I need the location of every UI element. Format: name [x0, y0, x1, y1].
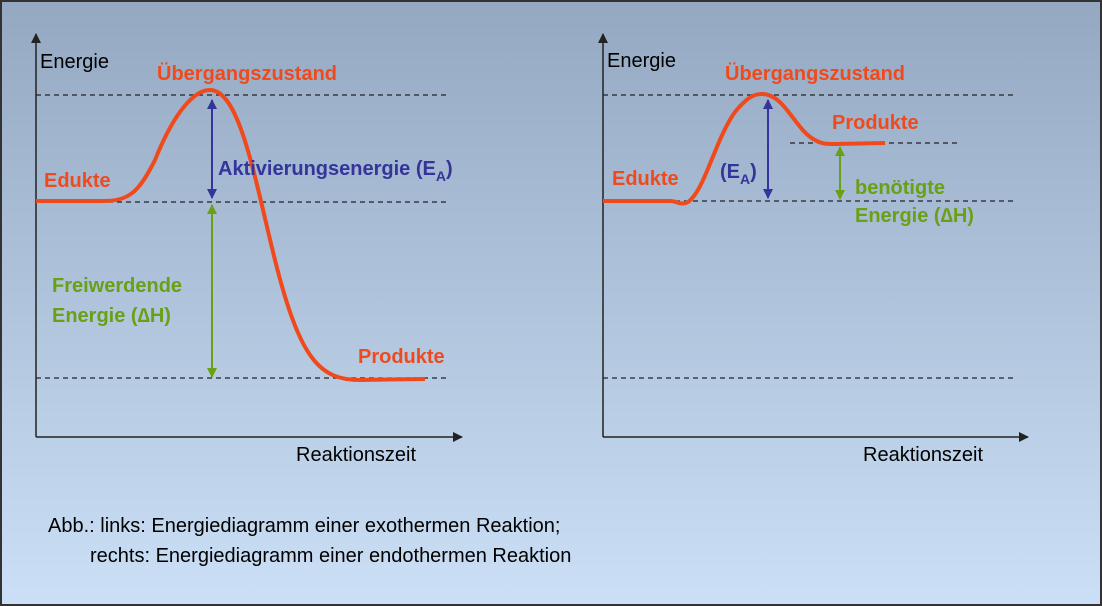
x-axis-label: Reaktionszeit	[863, 444, 984, 466]
y-axis-label: Energie	[40, 51, 109, 73]
activation-close: )	[750, 161, 757, 183]
energy-curve	[603, 91, 886, 206]
left-diagram: Energie Reaktionszeit Übergangszustand E…	[31, 33, 463, 466]
energy-curve	[36, 87, 426, 383]
enthalpy-label: benötigte	[855, 177, 945, 199]
activation-label: Aktivierungsenergie (EA)	[218, 158, 453, 184]
reactants-label: Edukte	[612, 168, 679, 190]
enthalpy-label: Freiwerdende	[52, 275, 182, 297]
products-label: Produkte	[832, 112, 919, 134]
activation-text: (E	[720, 161, 740, 183]
activation-label: (EA)	[720, 161, 757, 187]
products-label: Produkte	[358, 346, 445, 368]
transition-label: Übergangszustand	[725, 62, 905, 85]
activation-sub: A	[740, 171, 750, 187]
transition-label: Übergangszustand	[157, 62, 337, 85]
caption-line: Abb.: links: Energiediagramm einer exoth…	[48, 515, 560, 537]
caption-line: rechts: Energiediagramm einer endotherme…	[90, 545, 571, 567]
enthalpy-label: Energie (∆H)	[855, 205, 974, 227]
activation-sub: A	[436, 168, 446, 184]
activation-close: )	[446, 158, 453, 180]
enthalpy-label: Energie (∆H)	[52, 305, 171, 327]
x-axis-label: Reaktionszeit	[296, 444, 417, 466]
right-diagram: Energie Reaktionszeit Übergangszustand P…	[598, 33, 1029, 466]
reactants-label: Edukte	[44, 170, 111, 192]
y-axis-label: Energie	[607, 50, 676, 72]
activation-text: Aktivierungsenergie (E	[218, 158, 436, 180]
